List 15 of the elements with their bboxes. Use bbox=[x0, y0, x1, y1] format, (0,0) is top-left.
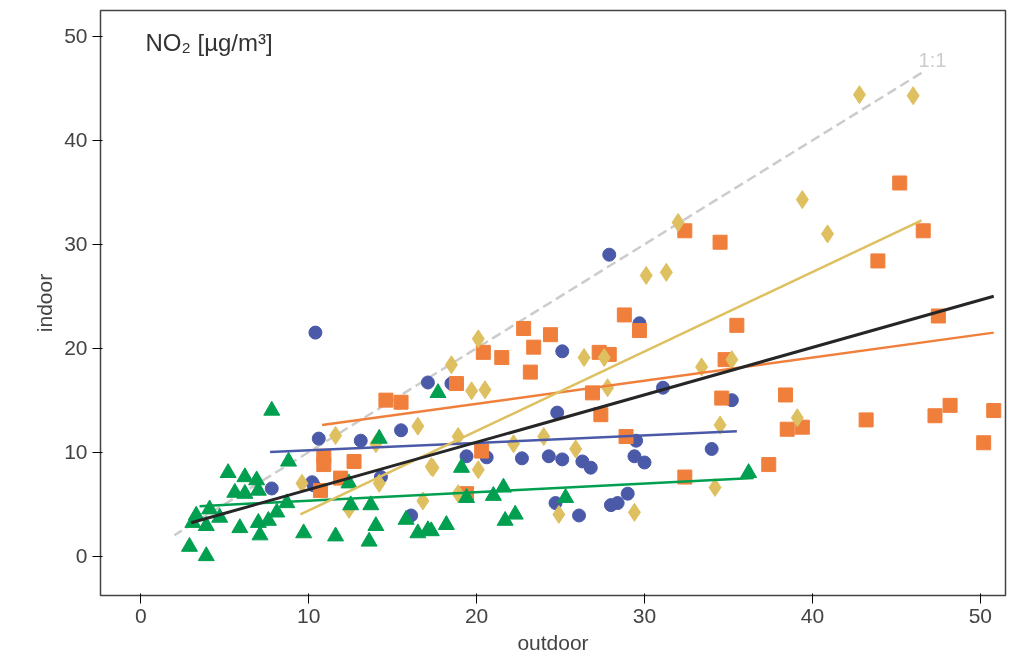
x-tick-label: 40 bbox=[800, 603, 825, 627]
y-axis-title: indoor bbox=[33, 273, 57, 333]
y-tick-label: 30 bbox=[64, 232, 88, 256]
y-tick-label: 10 bbox=[64, 440, 88, 464]
x-tick-label: 10 bbox=[297, 603, 321, 627]
text: NO₂ [µg/m³] bbox=[145, 28, 273, 56]
y-tick-label: 40 bbox=[64, 128, 88, 152]
y-tick-label: 50 bbox=[64, 24, 88, 48]
x-axis-title: outdoor bbox=[517, 630, 589, 654]
x-tick-label: 50 bbox=[968, 603, 992, 627]
x-tick-label: 0 bbox=[134, 603, 147, 627]
y-tick-label: 20 bbox=[64, 336, 88, 360]
x-tick-label: 20 bbox=[464, 603, 489, 627]
x-tick-label: 30 bbox=[632, 603, 657, 627]
y-tick-label: 0 bbox=[75, 544, 88, 568]
